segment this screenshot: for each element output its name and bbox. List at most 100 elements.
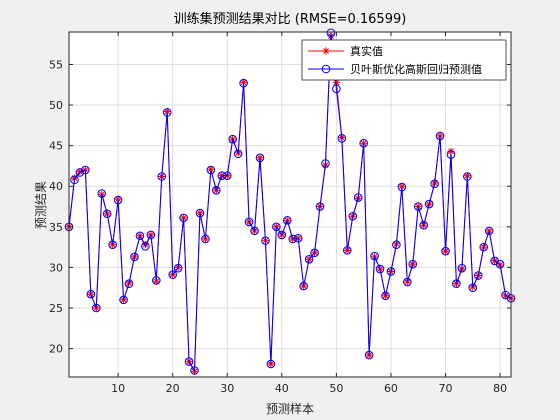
series-predicted-point (495, 259, 505, 269)
series-predicted-point (222, 171, 232, 180)
series-predicted-point (81, 165, 90, 175)
series-predicted-point (332, 84, 341, 94)
series-predicted-point (288, 234, 298, 244)
y-tick-label: 55 (49, 58, 63, 71)
y-tick-label: 20 (49, 343, 63, 356)
series-actual-point-stroke (164, 108, 171, 115)
series-predicted-point (124, 279, 134, 288)
series-predicted-point (435, 131, 445, 141)
series-predicted-point (152, 276, 161, 285)
series-predicted-point (135, 231, 145, 241)
y-tick-label: 50 (49, 99, 63, 112)
series-predicted-point (102, 209, 112, 219)
series-predicted-point (113, 195, 123, 205)
series-predicted-point (212, 185, 221, 195)
x-tick-label: 50 (329, 382, 343, 395)
series-predicted-point (97, 189, 107, 198)
series-predicted-point (413, 202, 423, 211)
chart-title: 训练集预测结果对比 (RMSE=0.16599) (174, 11, 407, 27)
series-predicted-point (397, 182, 407, 192)
series-predicted-point (457, 263, 467, 273)
series-predicted-point (190, 366, 199, 375)
series-predicted-point (479, 242, 489, 252)
y-tick-label: 40 (49, 180, 63, 193)
series-predicted-point (359, 138, 368, 148)
series-actual-point-stroke (398, 183, 405, 190)
y-axis-label: 预测结果 (34, 181, 48, 229)
series-predicted-point (321, 159, 330, 168)
y-tick-label: 25 (49, 302, 63, 315)
series-predicted-point (315, 202, 325, 211)
series-predicted-point (162, 108, 172, 117)
series-predicted-point (408, 259, 418, 269)
series-predicted-point (342, 246, 352, 255)
series-predicted-point (108, 240, 117, 249)
series-predicted-point (386, 267, 396, 276)
series-predicted-point (119, 295, 128, 305)
series-predicted-point (375, 264, 385, 274)
series-predicted-point (468, 283, 478, 293)
x-tick-label: 70 (439, 382, 453, 395)
series-predicted-point (446, 150, 456, 159)
legend-star (322, 47, 330, 55)
series-predicted-point (86, 289, 96, 299)
series-predicted-point (261, 236, 270, 245)
series-actual-point-stroke (502, 292, 509, 299)
x-tick-label: 80 (493, 382, 507, 395)
series-predicted-point (255, 153, 265, 163)
series-predicted-point (228, 134, 238, 144)
series-predicted-point (201, 234, 210, 244)
legend: 真实值 贝叶斯优化高斯回归预测值 (301, 39, 507, 81)
series-actual-point-stroke (448, 148, 454, 155)
x-axis-label: 预测样本 (266, 401, 314, 416)
series-predicted-point (370, 251, 379, 261)
series-actual-point-stroke (464, 172, 471, 179)
series-predicted-point (157, 172, 167, 181)
legend-star-stroke (323, 48, 329, 54)
series-predicted-point (441, 246, 450, 256)
series-predicted-point (75, 168, 85, 177)
x-tick-label: 60 (384, 382, 398, 395)
series-predicted-point (250, 226, 259, 236)
ticks: 10 20 30 40 50 60 70 80 20 25 30 35 40 45 50 55 (49, 32, 511, 395)
series-predicted-point (348, 211, 358, 221)
series-predicted-point (141, 242, 150, 251)
series-predicted-point (381, 291, 390, 301)
series-predicted-point (266, 359, 276, 369)
series-predicted-point (419, 220, 428, 230)
series-actual-point (398, 182, 406, 190)
x-tick-label: 30 (220, 382, 234, 395)
series-layer (64, 28, 516, 375)
series-predicted-point (184, 357, 194, 366)
legend-label-predicted: 贝叶斯优化高斯回归预测值 (350, 62, 482, 76)
series-predicted-point (70, 175, 79, 185)
legend-marker-actual (322, 47, 330, 55)
y-tick-label: 45 (49, 140, 63, 153)
series-predicted-point (206, 165, 216, 175)
series-predicted-point (392, 240, 401, 249)
series-actual-point (207, 165, 215, 173)
y-tick-label: 30 (49, 261, 63, 274)
series-predicted-point (310, 248, 319, 258)
series-predicted-point (337, 134, 347, 143)
legend-marker-predicted (321, 64, 331, 74)
series-predicted-point (146, 230, 156, 240)
x-tick-label: 10 (111, 382, 125, 395)
series-predicted-point (353, 193, 363, 202)
x-tick-label: 20 (166, 382, 180, 395)
series-predicted-point (217, 171, 227, 180)
plot-area (68, 31, 512, 378)
series-predicted-point (91, 303, 101, 313)
series-actual-point-stroke (153, 278, 160, 285)
series-predicted-point (282, 216, 292, 225)
y-tick-label: 35 (49, 221, 63, 234)
series-predicted-point (239, 78, 248, 88)
series-actual-point-stroke (207, 166, 214, 173)
series-predicted (64, 28, 516, 375)
series-predicted-point (277, 230, 287, 240)
series-predicted-point (430, 179, 439, 189)
series-predicted-point (326, 28, 336, 38)
series-predicted-point (173, 263, 183, 273)
series-actual-point-stroke (115, 196, 122, 203)
series-actual-point-stroke (333, 79, 340, 86)
